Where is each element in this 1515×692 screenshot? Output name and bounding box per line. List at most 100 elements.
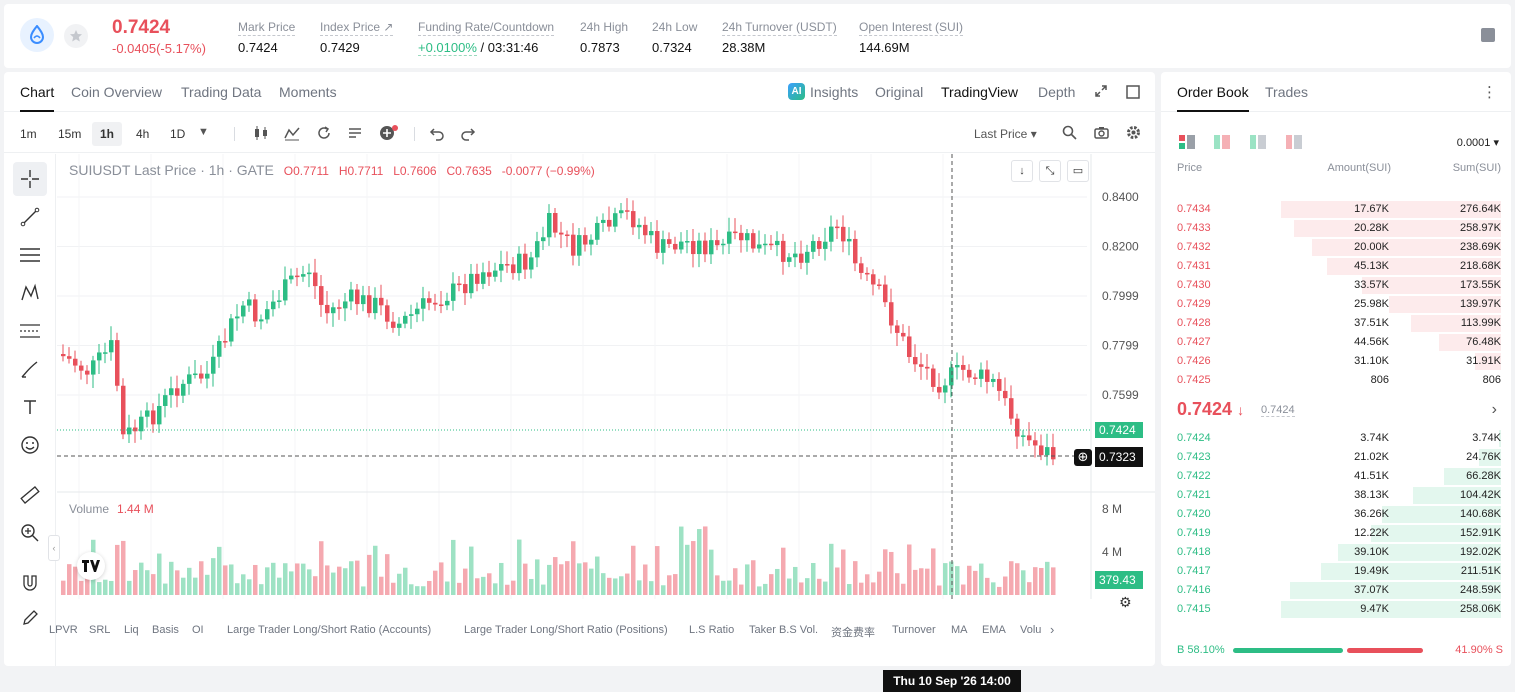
indicator-taker-bs-vol[interactable]: Taker B.S Vol. <box>749 624 819 636</box>
bid-row[interactable]: 0.7423 21.02K 24.76K <box>1161 448 1511 467</box>
stat-mark-price[interactable]: Mark Price 0.7424 <box>238 18 296 55</box>
tradingview-logo-icon[interactable] <box>77 552 105 580</box>
settings-gear-icon[interactable] <box>1126 125 1141 144</box>
scroll-down-icon[interactable]: ↓ <box>1011 160 1033 182</box>
book-icon[interactable] <box>1481 28 1495 42</box>
add-order-plus-icon[interactable]: ⊕ <box>1074 449 1092 466</box>
chart-settings-gear-icon[interactable]: ⚙ <box>1119 594 1132 610</box>
tab-trades[interactable]: Trades <box>1265 84 1309 100</box>
crosshair-tool-icon[interactable] <box>13 162 47 196</box>
indicator-srl[interactable]: SRL <box>89 624 111 636</box>
tab-coin-overview[interactable]: Coin Overview <box>71 84 163 100</box>
tab-chart[interactable]: Chart <box>20 84 55 112</box>
fullscreen-icon[interactable] <box>1126 85 1140 103</box>
indicator-lpvr[interactable]: LPVR <box>49 624 78 636</box>
bid-row[interactable]: 0.7420 36.26K 140.68K <box>1161 505 1511 524</box>
tab-moments[interactable]: Moments <box>279 84 337 100</box>
timeframe-1m[interactable]: 1m <box>20 127 37 141</box>
chevron-right-icon[interactable]: › <box>1491 401 1497 418</box>
ruler-tool-icon[interactable] <box>13 478 47 512</box>
brush-tool-icon[interactable] <box>13 352 47 386</box>
indicator-volume[interactable]: Volu <box>1020 624 1042 636</box>
ask-row[interactable]: 0.7428 37.51K 113.99K <box>1161 314 1511 333</box>
timeframe-1d[interactable]: 1D <box>170 127 186 141</box>
chevron-right-icon[interactable]: › <box>1050 622 1055 637</box>
bid-row[interactable]: 0.7416 37.07K 248.59K <box>1161 581 1511 600</box>
emoji-tool-icon[interactable] <box>13 428 47 462</box>
indicator-oi[interactable]: OI <box>192 624 204 636</box>
bid-row[interactable]: 0.7417 19.49K 211.51K <box>1161 562 1511 581</box>
redo-icon[interactable] <box>460 125 476 145</box>
indicator-basis[interactable]: Basis <box>152 624 179 636</box>
view-insights[interactable]: Insights <box>810 84 859 100</box>
ask-row[interactable]: 0.7425 806 806 <box>1161 371 1511 390</box>
timeframe-dropdown-icon[interactable]: ▼ <box>198 126 209 138</box>
timeframe-15m[interactable]: 15m <box>58 127 82 141</box>
indicator-liq[interactable]: Liq <box>124 624 139 636</box>
expand-icon[interactable] <box>1094 84 1108 102</box>
view-tradingview[interactable]: TradingView <box>941 84 1019 100</box>
more-menu-icon[interactable]: ⋮ <box>1482 84 1497 101</box>
indicator-turnover[interactable]: Turnover <box>892 624 936 636</box>
zoom-in-icon[interactable] <box>13 516 47 550</box>
pencil-tool-icon[interactable] <box>13 606 47 630</box>
compare-icon[interactable] <box>316 125 332 145</box>
templates-icon[interactable] <box>347 125 363 145</box>
bid-row[interactable]: 0.7424 3.74K 3.74K <box>1161 429 1511 448</box>
favorite-star-icon[interactable] <box>64 24 88 48</box>
layout-both-icon[interactable] <box>1179 135 1195 154</box>
fib-tool-icon[interactable] <box>13 314 47 348</box>
collapse-icon[interactable]: ⤡ <box>1039 160 1061 182</box>
indicator-ls-ratio[interactable]: L.S Ratio <box>689 624 735 636</box>
ask-row[interactable]: 0.7431 45.13K 218.68K <box>1161 257 1511 276</box>
indicator-large-trader-positions[interactable]: Large Trader Long/Short Ratio (Positions… <box>464 624 668 636</box>
view-depth[interactable]: Depth <box>1038 84 1076 100</box>
magnet-tool-icon[interactable] <box>13 566 47 600</box>
collapse-tools-handle[interactable]: ‹ <box>48 535 60 561</box>
indicator-ma[interactable]: MA <box>951 624 968 636</box>
mid-price[interactable]: 0.7424 ↓ <box>1177 399 1244 420</box>
tab-trading-data[interactable]: Trading Data <box>181 84 262 100</box>
layout-green-icon[interactable] <box>1250 135 1266 154</box>
trendline-tool-icon[interactable] <box>13 200 47 234</box>
bid-row[interactable]: 0.7418 39.10K 192.02K <box>1161 543 1511 562</box>
ask-row[interactable]: 0.7426 31.10K 31.91K <box>1161 352 1511 371</box>
layout-bids-icon[interactable] <box>1214 135 1230 154</box>
search-icon[interactable] <box>1062 125 1077 144</box>
tab-order-book[interactable]: Order Book <box>1177 84 1249 112</box>
ask-row[interactable]: 0.7430 33.57K 173.55K <box>1161 276 1511 295</box>
indicator-ema[interactable]: EMA <box>982 624 1006 636</box>
layout-asks-icon[interactable] <box>1286 135 1302 154</box>
indicator-large-trader-accounts[interactable]: Large Trader Long/Short Ratio (Accounts) <box>227 624 432 636</box>
indicator-funding-rate[interactable]: 资金费率 <box>831 627 875 639</box>
pattern-tool-icon[interactable] <box>13 276 47 310</box>
price-source-select[interactable]: Last Price ▾ <box>974 127 1037 141</box>
bid-row[interactable]: 0.7421 38.13K 104.42K <box>1161 486 1511 505</box>
ask-row[interactable]: 0.7427 44.56K 76.48K <box>1161 333 1511 352</box>
stat-funding-rate[interactable]: Funding Rate/Countdown +0.0100% / 03:31:… <box>418 18 555 56</box>
undo-icon[interactable] <box>429 125 445 145</box>
ask-row[interactable]: 0.7432 20.00K 238.69K <box>1161 238 1511 257</box>
timeframe-4h[interactable]: 4h <box>136 127 150 141</box>
text-tool-icon[interactable] <box>13 390 47 424</box>
stat-open-interest[interactable]: Open Interest (SUI) 144.69M <box>859 18 964 55</box>
indicators-icon[interactable] <box>284 125 300 145</box>
add-alert-icon[interactable] <box>379 125 399 145</box>
ask-row[interactable]: 0.7433 20.28K 258.97K <box>1161 219 1511 238</box>
view-original[interactable]: Original <box>875 84 924 100</box>
bid-row[interactable]: 0.7415 9.47K 258.06K <box>1161 600 1511 619</box>
precision-select[interactable]: 0.0001 ▾ <box>1456 137 1499 149</box>
stat-24h-turnover[interactable]: 24h Turnover (USDT) 28.38M <box>722 18 837 55</box>
camera-icon[interactable] <box>1094 125 1109 144</box>
bid-row[interactable]: 0.7422 41.51K 66.28K <box>1161 467 1511 486</box>
ask-row[interactable]: 0.7429 25.98K 139.97K <box>1161 295 1511 314</box>
maximize-icon[interactable]: ▭ <box>1067 160 1089 182</box>
candle-type-icon[interactable] <box>253 125 269 145</box>
stat-index-price[interactable]: Index Price ↗ 0.7429 <box>320 18 394 55</box>
ask-row[interactable]: 0.7434 17.67K 276.64K <box>1161 200 1511 219</box>
bid-row[interactable]: 0.7419 12.22K 152.91K <box>1161 524 1511 543</box>
horizontal-lines-tool-icon[interactable] <box>13 238 47 272</box>
timeframe-1h[interactable]: 1h <box>92 122 123 146</box>
